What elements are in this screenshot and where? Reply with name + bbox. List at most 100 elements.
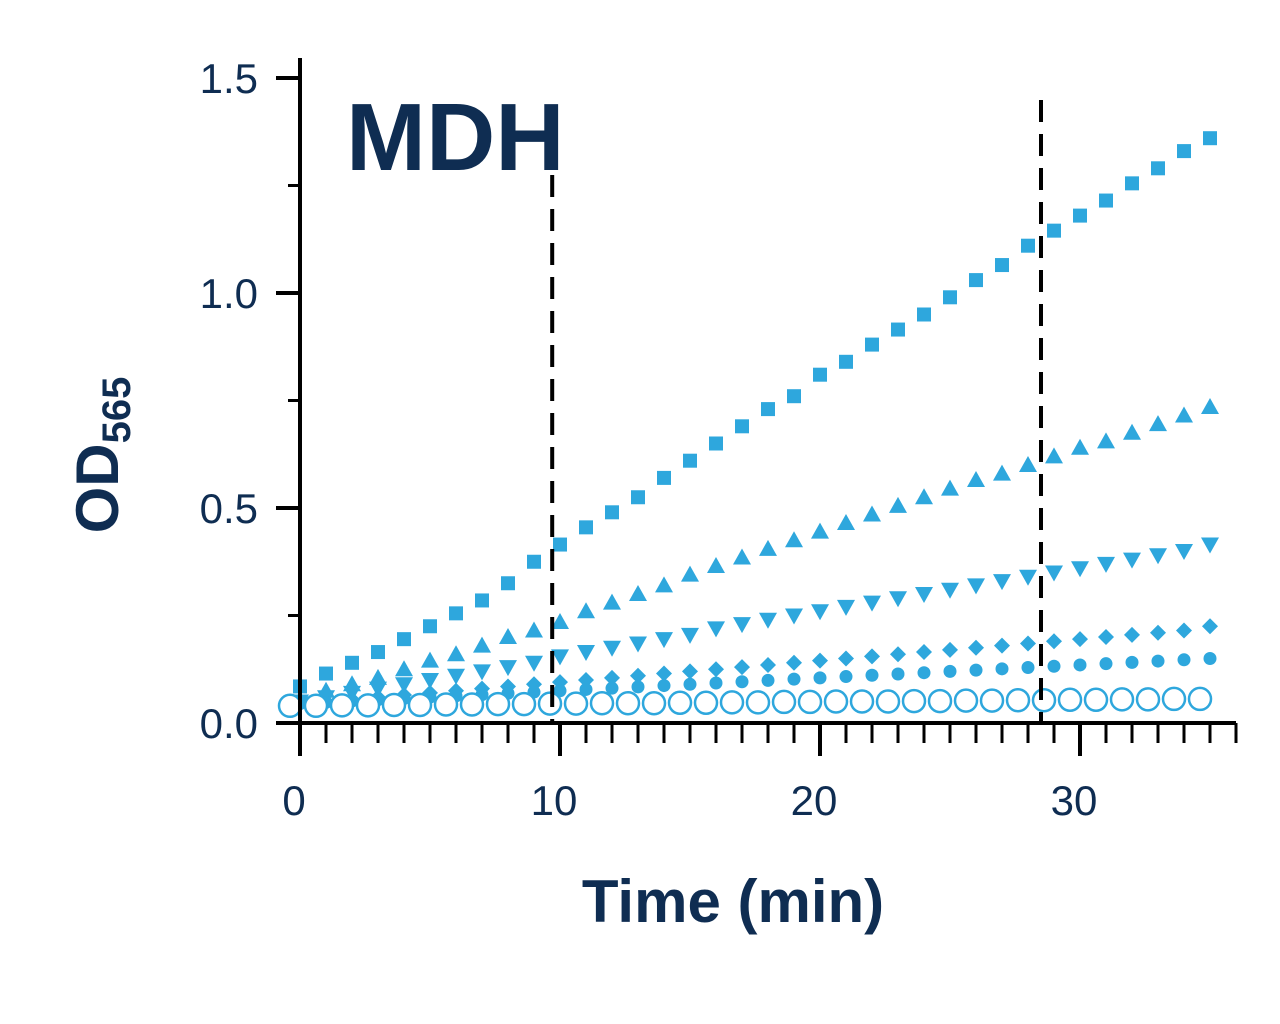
data-point-open-circle [1109,687,1135,712]
data-point-square [371,645,385,660]
data-point-diamond [994,637,1010,654]
data-point-open-circle [875,689,901,714]
data-point-circle [995,662,1009,676]
data-point-triangle-down [603,640,621,657]
data-point-square [605,505,619,520]
data-point-circle [1177,653,1191,667]
data-point-triangle-up [681,565,699,582]
axis-ticks: 0 10 20 30 0.0 0.5 1.0 1.5 [200,55,1238,824]
data-point-circle [683,677,697,691]
data-point-square [995,258,1009,273]
data-point-square [553,537,567,552]
data-point-circle [1151,654,1165,668]
data-point-triangle-up [941,479,959,496]
data-point-open-circle [927,688,953,714]
data-point-square [943,290,957,305]
data-point-circle [631,680,645,694]
data-point-open-circle [771,689,797,715]
data-point-open-circle [745,690,771,715]
data-point-circle [787,672,801,686]
y-tick-label: 0.5 [200,485,258,532]
data-point-square [787,389,801,404]
data-point-triangle-up [1201,397,1219,414]
data-point-diamond [786,654,802,671]
y-tick-label: 0.0 [200,700,258,747]
data-point-diamond [812,652,828,669]
data-point-triangle-up [1123,423,1141,440]
data-point-triangle-up [811,522,829,539]
data-point-square [631,490,645,505]
data-point-open-circle [979,688,1005,713]
data-point-circle [735,675,749,689]
data-point-triangle-up [629,585,647,601]
data-point-triangle-up [447,645,465,662]
data-point-open-circle [589,690,615,716]
data-point-open-circle [1187,686,1213,712]
y-axis-title-main: OD [64,443,131,533]
data-point-open-circle [667,690,693,716]
data-point-diamond [1150,624,1166,641]
data-point-triangle-up [577,602,595,619]
data-point-circle [839,670,853,684]
data-point-square [423,619,437,634]
data-point-open-circle [277,693,303,719]
data-point-triangle-up [1175,406,1193,423]
data-point-diamond [734,659,750,676]
data-point-triangle-up [551,612,569,629]
data-point-triangle-down [1123,552,1141,569]
data-point-open-circle [1057,687,1083,713]
data-point-circle [865,668,879,682]
data-point-square [891,322,905,337]
data-point-open-circle [459,692,485,717]
data-point-open-circle [433,692,459,717]
data-point-open-circle [563,691,589,716]
data-point-open-circle [303,693,329,719]
data-point-diamond [1202,618,1218,635]
data-point-triangle-down [681,627,699,644]
data-point-circle [709,676,723,690]
x-tick-label: 0 [282,777,305,824]
data-point-triangle-down [1175,544,1193,560]
data-point-diamond [682,663,698,680]
data-point-open-circle [1031,687,1057,713]
data-point-open-circle [537,691,563,716]
data-point-square [475,593,489,608]
data-point-triangle-down [1045,565,1063,582]
data-point-circle [891,667,905,681]
data-point-diamond [604,669,620,686]
data-point-square [319,666,333,681]
data-point-circle [813,671,827,685]
data-point-square [527,554,541,569]
data-point-diamond [838,650,854,667]
data-point-diamond [1046,633,1062,650]
data-point-triangle-down [967,578,985,595]
data-point-triangle-down [811,604,829,621]
data-point-square [683,453,697,468]
data-point-open-circle [1005,687,1031,713]
data-point-circle [605,681,619,695]
data-point-triangle-up [837,514,855,531]
data-point-triangle-down [941,582,959,599]
data-point-square [501,576,515,591]
data-point-diamond [1072,631,1088,648]
data-point-diamond [1124,626,1140,643]
data-point-square [397,632,411,647]
data-point-triangle-up [889,496,907,513]
reference-lines [550,100,1043,723]
data-point-triangle-up [967,471,985,488]
data-markers [277,131,1219,719]
data-point-square [735,419,749,434]
data-point-open-circle [329,693,355,718]
data-point-triangle-down [655,632,673,649]
data-point-triangle-down [759,612,777,629]
data-point-open-circle [485,691,511,717]
data-point-diamond [890,646,906,663]
data-point-open-circle [849,689,875,714]
data-point-triangle-up [499,628,517,644]
data-point-triangle-up [733,548,751,565]
data-point-triangle-up [603,593,621,610]
data-point-open-circle [1161,686,1187,712]
data-point-triangle-up [863,505,881,522]
x-axis-title: Time (min) [582,868,884,935]
